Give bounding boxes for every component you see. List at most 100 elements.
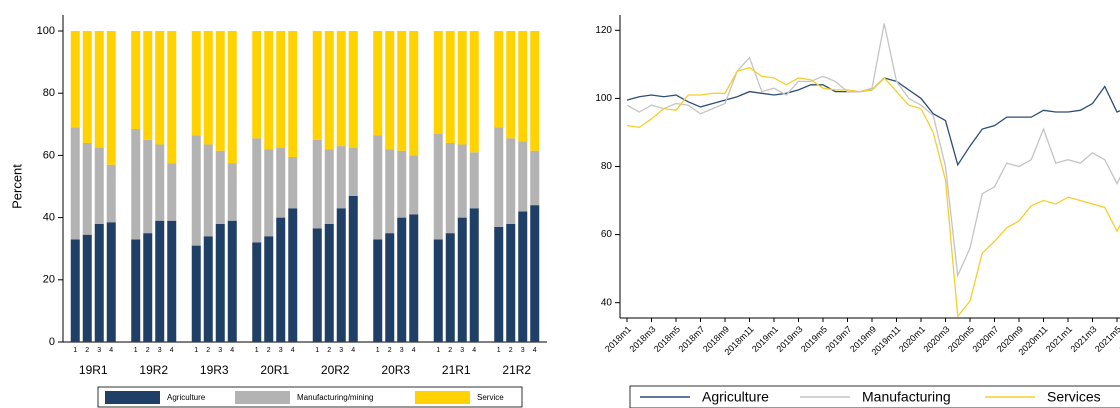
bar-segment	[155, 144, 165, 221]
bar-segment	[131, 128, 141, 240]
bar-segment	[203, 144, 213, 237]
x-tick-label: 2	[146, 347, 150, 354]
x-tick-label: 3	[400, 347, 404, 354]
y-tick-label: 120	[595, 25, 612, 36]
x-tick-label: 2	[85, 347, 89, 354]
bar-segment	[530, 205, 540, 342]
bar-segment	[70, 31, 80, 128]
series-line	[626, 77, 1120, 167]
bar-segment	[518, 31, 528, 142]
bar-segment	[348, 195, 358, 342]
y-tick-label: 60	[43, 149, 55, 161]
bar-segment	[312, 228, 322, 342]
x-tick-label: 4	[109, 347, 113, 354]
bar-segment	[348, 147, 358, 196]
x-tick-label: 2019m7	[824, 324, 854, 354]
bar-segment	[94, 223, 104, 342]
x-tick-label: 2018m3	[628, 324, 658, 354]
group-label: 19R2	[139, 363, 168, 377]
bar-segment	[155, 220, 165, 342]
x-tick-label: 4	[170, 347, 174, 354]
bar-segment	[288, 208, 298, 342]
x-tick-label: 2019m1	[750, 324, 780, 354]
x-tick-label: 1	[497, 347, 501, 354]
bar-segment	[276, 147, 286, 218]
x-tick-label: 1	[436, 347, 440, 354]
bar-segment	[324, 149, 334, 224]
bar-segment	[264, 149, 274, 237]
bar-segment	[203, 236, 213, 342]
x-tick-label: 4	[351, 347, 355, 354]
bar-segment	[215, 223, 225, 342]
bar-segment	[433, 31, 443, 134]
bar-segment	[469, 152, 479, 209]
bar-segment	[385, 31, 395, 150]
x-tick-label: 2020m7	[971, 324, 1001, 354]
bar-segment	[373, 31, 383, 136]
x-tick-label: 4	[291, 347, 295, 354]
bar-segment	[106, 31, 116, 165]
x-tick-label: 3	[339, 347, 343, 354]
bar-segment	[82, 234, 92, 342]
legend-label: Manufacturing	[862, 389, 951, 405]
bar-segment	[348, 31, 358, 148]
bar-segment	[288, 31, 298, 157]
group-label: 19R3	[200, 363, 229, 377]
x-tick-label: 4	[230, 347, 234, 354]
bar-segment	[457, 144, 467, 218]
x-tick-label: 2	[327, 347, 331, 354]
bar-segment	[288, 156, 298, 209]
x-tick-label: 4	[472, 347, 476, 354]
bar-segment	[215, 150, 225, 224]
x-tick-label: 2021m3	[1069, 324, 1099, 354]
y-tick-label: 20	[43, 274, 55, 286]
bar-segment	[530, 150, 540, 206]
bar-segment	[469, 208, 479, 342]
bar-segment	[276, 217, 286, 342]
bar-segment	[530, 31, 540, 151]
bar-segment	[409, 31, 419, 156]
x-tick-label: 2018m7	[677, 324, 707, 354]
group-label: 20R1	[260, 363, 289, 377]
bar-segment	[191, 135, 201, 246]
legend-label: Agriculture	[167, 393, 206, 402]
bar-segment	[336, 31, 346, 147]
x-tick-label: 2019m5	[799, 324, 829, 354]
x-tick-label: 1	[376, 347, 380, 354]
bar-segment	[324, 31, 334, 150]
legend-label: Agriculture	[702, 389, 769, 405]
bar-segment	[518, 141, 528, 212]
bar-segment	[131, 31, 141, 129]
bar-segment	[385, 233, 395, 342]
group-label: 20R3	[381, 363, 410, 377]
legend-swatch	[415, 391, 470, 404]
bar-segment	[445, 142, 455, 234]
x-tick-label: 2021m1	[1044, 324, 1074, 354]
bar-segment	[252, 138, 262, 243]
x-tick-label: 4	[412, 347, 416, 354]
bar-segment	[94, 31, 104, 148]
x-tick-label: 1	[255, 347, 259, 354]
bar-segment	[94, 147, 104, 224]
x-tick-label: 2019m3	[775, 324, 805, 354]
x-tick-label: 2018m1	[603, 324, 633, 354]
bar-segment	[433, 239, 443, 342]
bar-segment	[227, 163, 237, 221]
bar-segment	[70, 127, 80, 240]
bar-segment	[397, 217, 407, 342]
bar-segment	[143, 139, 153, 234]
y-tick-label: 60	[601, 229, 613, 240]
bar-segment	[469, 31, 479, 153]
bar-segment	[457, 31, 467, 145]
bar-segment	[167, 163, 177, 221]
bar-segment	[409, 155, 419, 215]
bar-segment	[494, 127, 504, 227]
bar-segment	[227, 31, 237, 164]
bar-segment	[506, 138, 516, 224]
bar-segment	[409, 214, 419, 342]
x-tick-label: 2	[509, 347, 513, 354]
y-tick-label: 80	[43, 87, 55, 99]
x-tick-label: 3	[97, 347, 101, 354]
bar-segment	[143, 31, 153, 140]
